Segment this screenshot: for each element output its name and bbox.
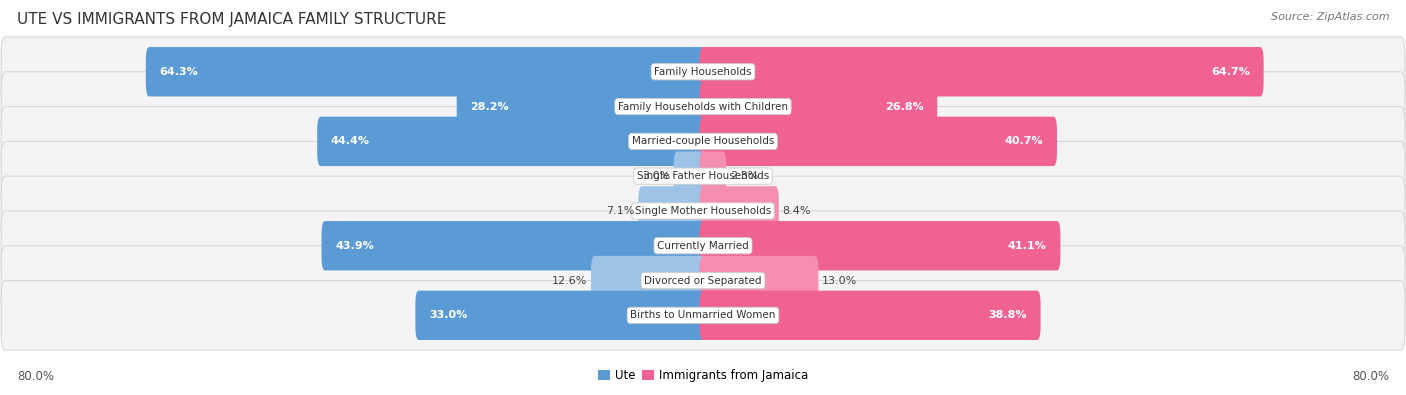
Text: 33.0%: 33.0%: [429, 310, 467, 320]
Text: 12.6%: 12.6%: [553, 276, 588, 286]
Text: UTE VS IMMIGRANTS FROM JAMAICA FAMILY STRUCTURE: UTE VS IMMIGRANTS FROM JAMAICA FAMILY ST…: [17, 12, 446, 27]
FancyBboxPatch shape: [700, 186, 779, 236]
Text: Currently Married: Currently Married: [657, 241, 749, 251]
Text: 80.0%: 80.0%: [17, 370, 53, 383]
FancyBboxPatch shape: [700, 256, 818, 305]
Text: 38.8%: 38.8%: [988, 310, 1026, 320]
Text: 64.7%: 64.7%: [1211, 67, 1250, 77]
FancyBboxPatch shape: [318, 117, 706, 166]
Text: 40.7%: 40.7%: [1004, 136, 1043, 147]
FancyBboxPatch shape: [1, 176, 1405, 246]
Text: 43.9%: 43.9%: [335, 241, 374, 251]
FancyBboxPatch shape: [673, 151, 706, 201]
Text: Married-couple Households: Married-couple Households: [631, 136, 775, 147]
FancyBboxPatch shape: [700, 221, 1060, 271]
FancyBboxPatch shape: [638, 186, 706, 236]
Text: 13.0%: 13.0%: [823, 276, 858, 286]
Text: Divorced or Separated: Divorced or Separated: [644, 276, 762, 286]
Text: 2.3%: 2.3%: [730, 171, 758, 181]
Text: 7.1%: 7.1%: [606, 206, 636, 216]
FancyBboxPatch shape: [700, 117, 1057, 166]
Text: 26.8%: 26.8%: [884, 102, 924, 111]
Text: 64.3%: 64.3%: [160, 67, 198, 77]
Text: Single Mother Households: Single Mother Households: [636, 206, 770, 216]
FancyBboxPatch shape: [700, 291, 1040, 340]
Text: Single Father Households: Single Father Households: [637, 171, 769, 181]
Text: Source: ZipAtlas.com: Source: ZipAtlas.com: [1271, 12, 1389, 22]
FancyBboxPatch shape: [1, 280, 1405, 350]
FancyBboxPatch shape: [146, 47, 706, 96]
Text: 28.2%: 28.2%: [471, 102, 509, 111]
FancyBboxPatch shape: [1, 246, 1405, 315]
FancyBboxPatch shape: [457, 82, 706, 131]
FancyBboxPatch shape: [700, 151, 727, 201]
FancyBboxPatch shape: [700, 47, 1264, 96]
FancyBboxPatch shape: [322, 221, 706, 271]
FancyBboxPatch shape: [1, 72, 1405, 141]
Text: Family Households with Children: Family Households with Children: [619, 102, 787, 111]
Legend: Ute, Immigrants from Jamaica: Ute, Immigrants from Jamaica: [593, 364, 813, 386]
Text: Family Households: Family Households: [654, 67, 752, 77]
Text: 80.0%: 80.0%: [1353, 370, 1389, 383]
Text: 3.0%: 3.0%: [643, 171, 671, 181]
FancyBboxPatch shape: [591, 256, 706, 305]
Text: 8.4%: 8.4%: [782, 206, 811, 216]
Text: 44.4%: 44.4%: [330, 136, 370, 147]
Text: 41.1%: 41.1%: [1008, 241, 1046, 251]
FancyBboxPatch shape: [1, 211, 1405, 280]
FancyBboxPatch shape: [700, 82, 938, 131]
FancyBboxPatch shape: [1, 37, 1405, 107]
FancyBboxPatch shape: [415, 291, 706, 340]
FancyBboxPatch shape: [1, 107, 1405, 176]
Text: Births to Unmarried Women: Births to Unmarried Women: [630, 310, 776, 320]
FancyBboxPatch shape: [1, 141, 1405, 211]
